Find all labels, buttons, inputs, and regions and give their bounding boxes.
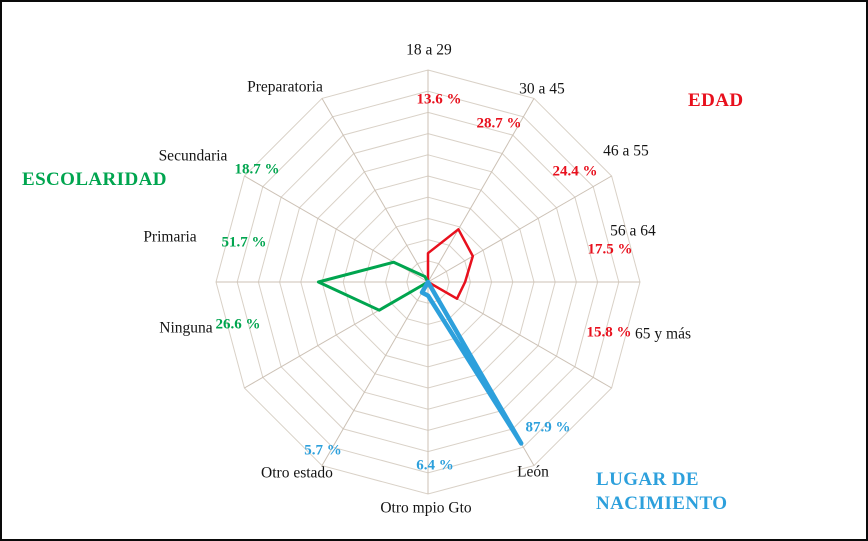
grid-spoke xyxy=(427,175,612,283)
value-label: 24.4 % xyxy=(553,163,598,179)
value-label: 18.7 % xyxy=(235,161,280,177)
series-polygon-edad xyxy=(426,228,475,300)
category-label: 56 a 64 xyxy=(610,223,656,240)
value-label: 87.9 % xyxy=(526,419,571,435)
category-label: 30 a 45 xyxy=(519,81,565,98)
series-title-edad: EDAD xyxy=(688,90,744,111)
series-title-lugar-de-nacimiento: LUGAR DE NACIMIENTO xyxy=(596,469,728,514)
series-title-escolaridad: ESCOLARIDAD xyxy=(22,169,167,190)
value-label: 5.7 % xyxy=(304,442,342,458)
value-label: 51.7 % xyxy=(222,234,267,250)
category-label: Secundaria xyxy=(159,148,228,165)
category-label: León xyxy=(517,464,549,481)
grid-spoke xyxy=(321,98,429,283)
category-label: Preparatoria xyxy=(247,79,323,96)
value-label: 28.7 % xyxy=(477,115,522,131)
category-label: Otro mpio Gto xyxy=(380,500,472,517)
category-label: 46 a 55 xyxy=(603,143,649,160)
grid-spoke xyxy=(427,98,535,283)
category-label: Ninguna xyxy=(159,320,213,337)
value-label: 15.8 % xyxy=(587,324,632,340)
grid-spoke xyxy=(427,281,612,389)
value-label: 17.5 % xyxy=(588,241,633,257)
value-label: 26.6 % xyxy=(216,316,261,332)
category-label: Otro estado xyxy=(261,465,333,482)
category-label: 65 y más xyxy=(635,326,691,343)
series-polygon-lugar-de-nacimiento xyxy=(419,279,524,446)
value-label: 6.4 % xyxy=(416,457,454,473)
series-polygon-escolaridad xyxy=(316,260,430,312)
category-label: Primaria xyxy=(143,229,196,246)
category-label: 18 a 29 xyxy=(406,42,452,59)
grid-spoke xyxy=(321,281,429,466)
value-label: 13.6 % xyxy=(417,91,462,107)
